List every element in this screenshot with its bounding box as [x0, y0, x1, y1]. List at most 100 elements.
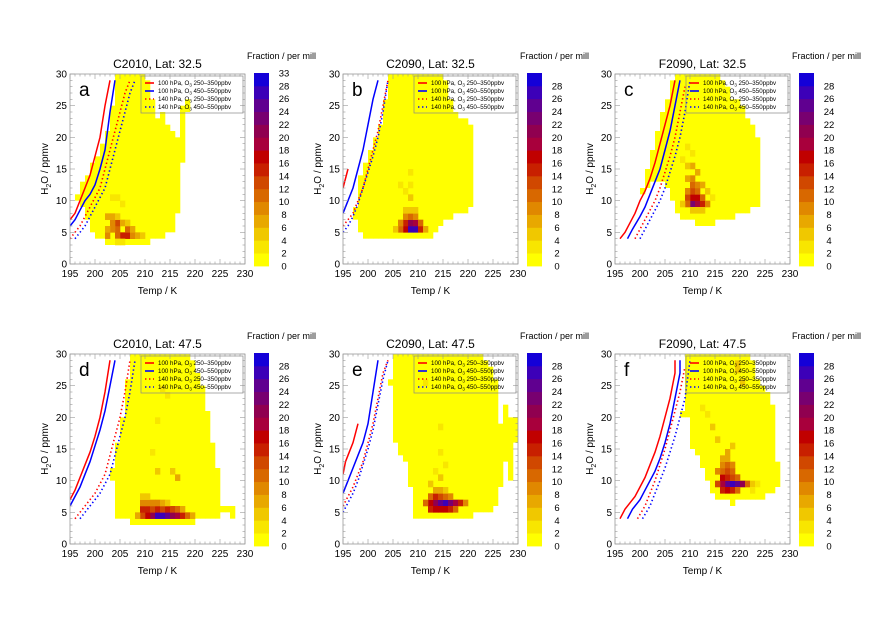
heatmap-cell: [448, 99, 454, 220]
colorbar-segment: [799, 353, 814, 367]
colorbar-tick-label: 14: [552, 451, 563, 462]
legend-label-a: 100 hPa, O: [158, 88, 189, 95]
colorbar-segment: [527, 227, 542, 241]
heatmap-cell: [735, 474, 741, 481]
legend-box: [413, 75, 517, 114]
colorbar-segment: [254, 73, 269, 87]
heatmap-cell: [730, 474, 736, 481]
colorbar-tick-label: 24: [552, 387, 563, 398]
x-tick-label: 195: [62, 549, 79, 560]
legend-label: 140 hPa, O3 450–550ppbv: [158, 104, 232, 112]
colorbar-tick-label: 26: [279, 374, 290, 385]
heatmap-cell: [720, 474, 726, 481]
heatmap-cell: [735, 99, 741, 214]
heatmap-cell: [690, 200, 696, 208]
curve-red-dotted: [70, 80, 131, 240]
colorbar-tick-label: 28: [824, 361, 835, 372]
heatmap-cell: [90, 162, 96, 233]
heatmap-cell: [75, 194, 81, 201]
colorbar-segment: [799, 365, 814, 380]
colorbar-segment: [527, 137, 542, 151]
colorbar-segment: [799, 520, 814, 534]
colorbar-tick-label: 8: [281, 490, 286, 501]
heatmap-cell: [403, 354, 409, 462]
heatmap-cell: [448, 506, 454, 513]
x-tick-label: 230: [510, 549, 527, 560]
heatmap-cell: [730, 442, 736, 450]
heatmap-cell: [695, 354, 701, 456]
heatmap-cell: [695, 169, 701, 176]
colorbar-segment: [527, 378, 542, 392]
colorbar-tick-label: 20: [279, 413, 290, 424]
heatmap-cell: [408, 169, 414, 176]
legend-label-a: 140 hPa, O: [431, 104, 462, 111]
heatmap-cell: [508, 417, 514, 481]
heatmap-cell: [463, 118, 469, 214]
x-tick-label: 210: [137, 269, 154, 280]
colorbar-segment: [254, 188, 269, 203]
colorbar-segment: [527, 214, 542, 228]
heatmap-cell: [120, 238, 126, 246]
heatmap-cell: [408, 219, 414, 227]
colorbar-tick-label: 0: [826, 542, 831, 553]
colorbar-tick-label: 6: [826, 503, 831, 514]
heatmap-cell: [433, 499, 439, 507]
heatmap-cell: [230, 506, 236, 519]
x-tick-label: 195: [62, 269, 79, 280]
colorbar-tick-label: 18: [824, 146, 835, 157]
colorbar-segment: [254, 227, 269, 241]
heatmap-cell: [478, 354, 484, 513]
x-tick-label: 195: [607, 549, 624, 560]
heatmap-cell: [418, 226, 424, 233]
colorbar-tick-label: 16: [552, 439, 563, 450]
legend-label-sub: 3: [189, 363, 192, 368]
heatmap-cell: [735, 487, 741, 494]
heatmap-cell: [368, 150, 374, 239]
heatmap-cell: [700, 207, 706, 214]
heatmap-cell: [685, 200, 691, 208]
heatmap-cell: [408, 74, 414, 239]
legend-label-a: 100 hPa, O: [158, 368, 189, 375]
legend-label-sub: 3: [734, 371, 737, 376]
panel-a: 195 200 205 210 215 220 225 230051015202530Temp…: [40, 51, 316, 297]
heatmap-cell: [730, 468, 736, 475]
heatmap-cell: [675, 74, 681, 214]
y-tick-label: 30: [56, 70, 68, 81]
x-tick-label: 210: [682, 269, 699, 280]
curve-red-solid: [619, 360, 676, 520]
legend-label-sub: 3: [462, 91, 465, 96]
curve-red-solid: [70, 360, 111, 501]
x-tick-label: 220: [187, 549, 204, 560]
colorbar-tick-label: 12: [824, 184, 835, 195]
panel-title: F2090, Lat: 47.5: [659, 337, 747, 351]
heatmap-cell: [493, 379, 499, 506]
legend-label-b: 450–550ppbv: [465, 384, 505, 391]
heatmap-cell: [715, 354, 721, 500]
colorbar-segment: [799, 150, 814, 164]
colorbar-tick-label: 26: [824, 94, 835, 105]
y-tick-label: 10: [329, 476, 341, 487]
panel-letter: b: [352, 80, 363, 101]
colorbar-tick-label: 12: [824, 464, 835, 475]
legend-label-a: 140 hPa, O: [703, 96, 734, 103]
heatmap-cell: [175, 137, 181, 214]
colorbar-tick-label: 16: [824, 439, 835, 450]
panel-title: F2090, Lat: 32.5: [659, 57, 747, 71]
x-tick-label: 210: [410, 549, 427, 560]
heatmap-cell: [145, 80, 151, 245]
heatmap-cell: [745, 480, 751, 488]
colorbar-segment: [799, 533, 814, 547]
heatmap-cell: [725, 455, 731, 462]
legend-label-a: 100 hPa, O: [703, 368, 734, 375]
y-tick-label: 15: [329, 165, 341, 176]
heatmap-cell: [695, 207, 701, 214]
curve-blue-solid: [626, 360, 681, 520]
heatmap-cell: [448, 354, 454, 519]
heatmap-cell: [135, 512, 141, 519]
legend-label-a: 140 hPa, O: [431, 96, 462, 103]
colorbar-title: Fraction / per mill: [792, 51, 861, 61]
heatmap-cell: [730, 480, 736, 488]
y-axis-label-main: H: [313, 188, 324, 195]
